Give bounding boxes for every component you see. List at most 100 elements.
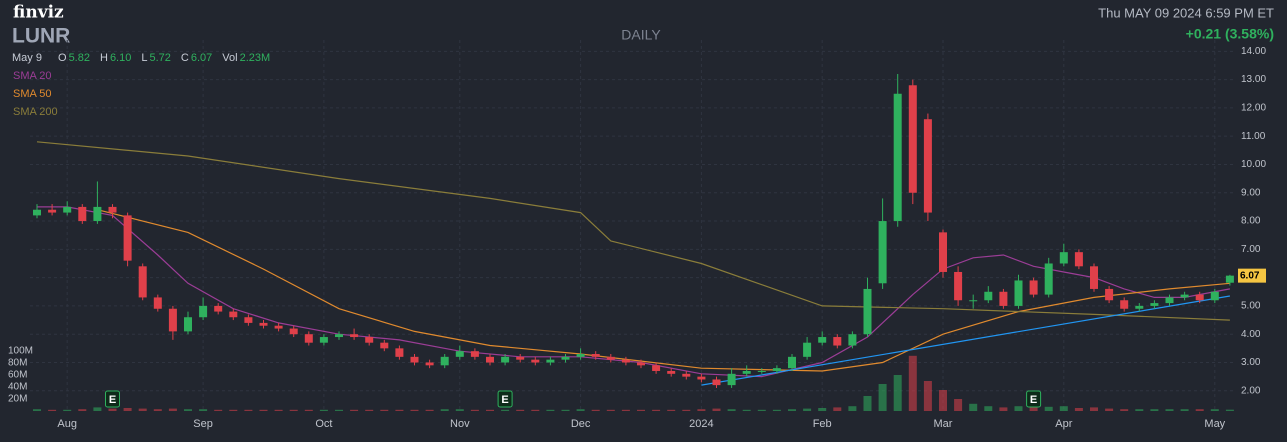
quote-value: 6.10 xyxy=(110,52,131,64)
volume-bar xyxy=(818,408,827,411)
candle-body xyxy=(893,93,902,222)
volume-bar xyxy=(697,409,706,411)
volume-bar xyxy=(259,409,268,411)
y-tick-label: 9.00 xyxy=(1241,187,1261,198)
candle-body xyxy=(63,206,72,213)
volume-bar xyxy=(621,409,630,411)
volume-bar xyxy=(848,406,857,411)
earnings-label: E xyxy=(1030,394,1037,406)
candle-body xyxy=(561,356,570,360)
y-tick-label: 12.00 xyxy=(1241,103,1266,114)
volume-bar xyxy=(878,384,887,411)
candle-body xyxy=(1120,300,1129,309)
volume-bar xyxy=(138,408,147,411)
candle-body xyxy=(1210,291,1219,301)
volume-bar xyxy=(455,409,464,411)
candle-body xyxy=(682,373,691,377)
y-tick-label: 13.00 xyxy=(1241,74,1266,85)
volume-bar xyxy=(757,409,766,411)
volume-bar xyxy=(606,409,615,411)
candle-body xyxy=(969,300,978,302)
volume-bar xyxy=(591,409,600,411)
volume-bar xyxy=(123,408,132,411)
volume-bar xyxy=(229,409,238,411)
volume-bar xyxy=(1014,406,1023,411)
candle-body xyxy=(350,334,359,338)
volume-bar xyxy=(712,408,721,411)
volume-bar xyxy=(1074,408,1083,411)
volume-bar xyxy=(440,409,449,411)
x-tick-label: Nov xyxy=(450,418,470,430)
candle-body xyxy=(999,291,1008,306)
candle-body xyxy=(1165,297,1174,304)
candle-body xyxy=(244,317,253,323)
volume-bar xyxy=(833,407,842,411)
candle-body xyxy=(1059,252,1068,264)
volume-bar xyxy=(863,396,872,411)
candle-body xyxy=(591,354,600,357)
price-tag-label: 6.07 xyxy=(1240,270,1260,281)
x-tick-label: Feb xyxy=(813,418,832,430)
sma-line xyxy=(97,209,1230,372)
price-tag xyxy=(1238,268,1266,283)
quote-label: H xyxy=(100,52,108,64)
candle-body xyxy=(259,322,268,326)
trendline xyxy=(701,295,1230,386)
volume-bar xyxy=(652,409,661,411)
ticker: LUNR xyxy=(12,25,70,48)
y-tick-label: 14.00 xyxy=(1241,46,1266,57)
candle-body xyxy=(304,334,313,343)
volume-bar xyxy=(939,390,947,411)
x-tick-label: May xyxy=(1204,418,1225,430)
volume-bar xyxy=(48,409,57,411)
quote-label: C xyxy=(181,52,189,64)
volume-bar xyxy=(184,409,192,411)
candle-body xyxy=(908,85,917,193)
volume-bar xyxy=(1135,409,1144,411)
volume-tick-label: 40M xyxy=(8,382,27,393)
x-tick-label: Aug xyxy=(57,418,77,430)
candle-body xyxy=(606,356,615,360)
volume-tick-label: 20M xyxy=(8,394,27,405)
volume-bar xyxy=(1105,408,1114,411)
candle-body xyxy=(1105,288,1114,301)
candle-body xyxy=(123,215,132,261)
volume-bar xyxy=(727,409,736,411)
candle-body xyxy=(1014,280,1023,306)
candle-body xyxy=(229,311,238,318)
volume-bar xyxy=(214,409,223,411)
candle-body xyxy=(923,119,932,213)
candle-body xyxy=(380,342,389,349)
volume-bar xyxy=(244,409,253,411)
candle-body xyxy=(788,356,796,369)
quote-value: 5.72 xyxy=(149,52,170,64)
y-tick-label: 11.00 xyxy=(1241,131,1266,142)
volume-bar xyxy=(1225,409,1234,411)
quote-label: Vol xyxy=(222,52,237,64)
candle-body xyxy=(48,209,57,213)
legend-entry: SMA 50 xyxy=(13,88,52,100)
volume-bar xyxy=(1210,409,1219,411)
candle-body xyxy=(1135,305,1144,309)
candle-body xyxy=(757,370,766,372)
candle-body xyxy=(576,354,585,357)
volume-bar xyxy=(1029,407,1038,411)
candle-body xyxy=(470,351,479,357)
volume-bar xyxy=(999,407,1008,411)
candle-body xyxy=(1090,266,1098,289)
candle-body xyxy=(712,379,721,386)
volume-bar xyxy=(486,409,494,411)
volume-tick-label: 60M xyxy=(8,370,27,381)
candle-body xyxy=(1029,280,1038,295)
candle-body xyxy=(1044,263,1053,295)
volume-bar xyxy=(153,409,162,411)
candle-body xyxy=(531,359,540,363)
volume-bar xyxy=(561,409,570,411)
candle-body xyxy=(319,337,328,343)
volume-bar xyxy=(350,409,359,411)
y-tick-label: 5.00 xyxy=(1241,301,1261,312)
candle-body xyxy=(848,334,857,346)
legend-entry: SMA 200 xyxy=(13,106,58,118)
candle-body xyxy=(365,337,374,343)
candle-body xyxy=(652,365,661,371)
